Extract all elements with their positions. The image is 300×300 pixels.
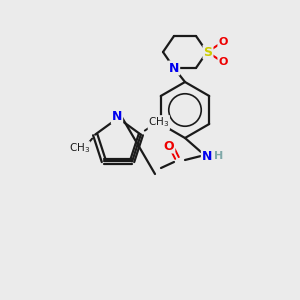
- Text: O: O: [164, 140, 174, 152]
- Text: O: O: [218, 57, 228, 67]
- Text: N: N: [112, 110, 122, 124]
- Text: S: S: [203, 46, 212, 59]
- Text: H: H: [214, 151, 224, 161]
- Text: N: N: [202, 149, 212, 163]
- Text: O: O: [218, 37, 228, 47]
- Text: CH$_3$: CH$_3$: [69, 142, 90, 155]
- Text: N: N: [169, 61, 179, 74]
- Text: CH$_3$: CH$_3$: [148, 116, 169, 130]
